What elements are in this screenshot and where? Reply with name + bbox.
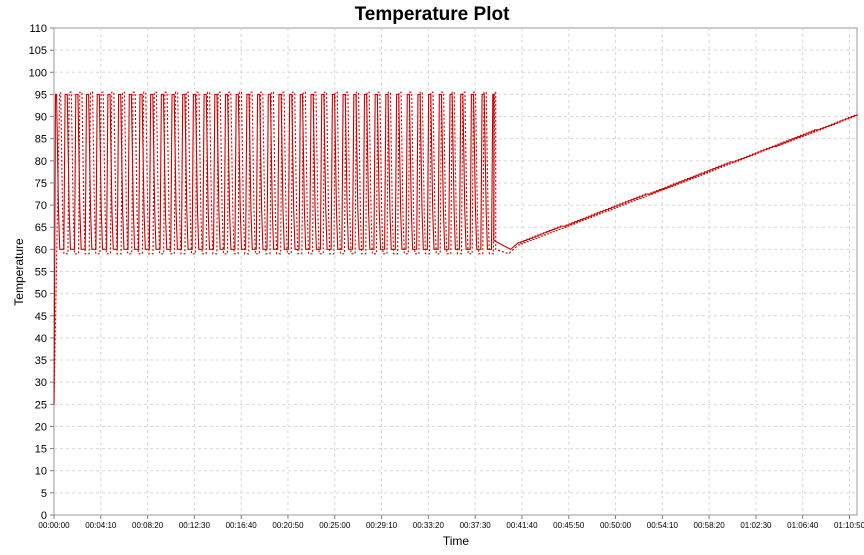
x-tick-label: 00:20:50 [272, 521, 304, 530]
x-tick-label: 00:25:00 [319, 521, 351, 530]
x-tick-label: 00:04:10 [85, 521, 117, 530]
x-tick-label: 00:54:10 [647, 521, 679, 530]
x-tick-label: 00:08:20 [132, 521, 164, 530]
x-tick-label: 00:50:00 [600, 521, 632, 530]
y-tick-label: 55 [35, 267, 47, 279]
y-tick-label: 65 [35, 222, 47, 234]
y-tick-label: 100 [29, 67, 47, 79]
x-tick-label: 00:00:00 [38, 521, 70, 530]
y-axis-label: Temperature [12, 238, 26, 306]
x-tick-label: 01:06:40 [787, 521, 819, 530]
x-tick-label: 00:45:50 [553, 521, 585, 530]
y-tick-label: 80 [35, 156, 47, 168]
x-tick-label: 01:10:50 [834, 521, 864, 530]
y-tick-label: 105 [29, 45, 47, 57]
x-tick-label: 00:37:30 [460, 521, 492, 530]
y-tick-label: 95 [35, 89, 47, 101]
x-tick-label: 00:16:40 [226, 521, 258, 530]
y-tick-label: 0 [41, 510, 47, 522]
series-line-2 [53, 91, 858, 405]
y-tick-label: 110 [29, 23, 47, 35]
tick-layer: 0 5 10 15 20 25 30 35 40 45 50 55 60 65 70 75 80 85 90 95 10… [29, 23, 864, 530]
series-layer [53, 91, 858, 405]
x-tick-label: 00:33:20 [413, 521, 445, 530]
y-tick-label: 25 [35, 399, 47, 411]
x-tick-label: 00:58:20 [694, 521, 726, 530]
y-tick-label: 70 [35, 200, 47, 212]
y-tick-label: 50 [35, 289, 47, 301]
x-axis-label: Time [443, 534, 470, 548]
y-tick-label: 15 [35, 444, 47, 456]
y-tick-label: 75 [35, 178, 47, 190]
y-tick-label: 85 [35, 134, 47, 146]
x-tick-label: 00:41:40 [506, 521, 538, 530]
y-tick-label: 60 [35, 244, 47, 256]
y-tick-label: 40 [35, 333, 47, 345]
y-tick-label: 20 [35, 421, 47, 433]
y-tick-label: 45 [35, 311, 47, 323]
chart-title: Temperature Plot [355, 4, 511, 25]
x-tick-label: 01:02:30 [740, 521, 772, 530]
x-tick-label: 00:12:30 [179, 521, 211, 530]
y-tick-label: 10 [35, 466, 47, 478]
y-tick-label: 5 [41, 488, 47, 500]
y-tick-label: 35 [35, 355, 47, 367]
y-tick-label: 90 [35, 112, 47, 124]
x-tick-label: 00:29:10 [366, 521, 398, 530]
y-tick-label: 30 [35, 377, 47, 389]
